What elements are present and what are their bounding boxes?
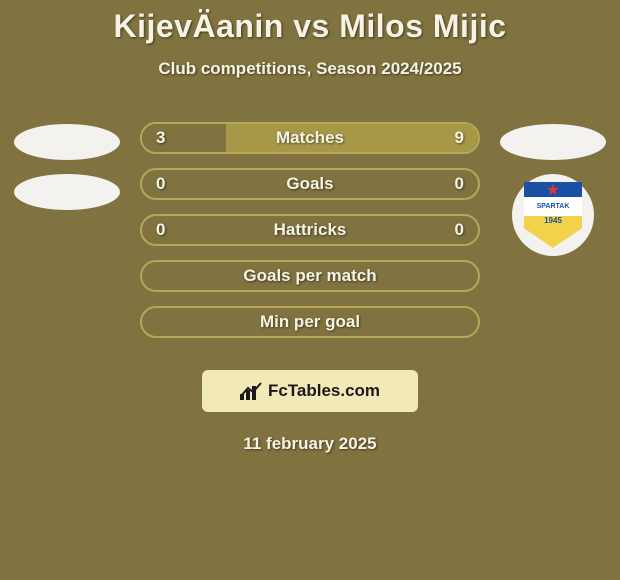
spartak-shield-icon: ★ SPARTAK 1945 <box>524 182 582 248</box>
footer-area: FcTables.com 11 february 2025 <box>0 352 620 454</box>
vs-label: vs <box>293 8 330 44</box>
fctables-text: FcTables.com <box>268 381 380 401</box>
bar-row: Min per goal <box>140 306 480 338</box>
comparison-bars: 39Matches 00Goals 00Hattricks Goals per mat… <box>140 122 480 352</box>
shield-bot: 1945 <box>524 216 582 248</box>
left-badges <box>12 118 122 224</box>
right-ellipse <box>500 124 606 160</box>
bar-row: 00Hattricks <box>140 214 480 246</box>
title: KijevÄanin vs Milos Mijic <box>0 8 620 45</box>
subtitle: Club competitions, Season 2024/2025 <box>0 59 620 79</box>
club-badge-circle: ★ SPARTAK 1945 <box>512 174 594 256</box>
bar-row: 39Matches <box>140 122 480 154</box>
fctables-chart-icon <box>240 382 262 400</box>
player2-name: Milos Mijic <box>339 8 506 44</box>
bar-row: Goals per match <box>140 260 480 292</box>
shield-text-bot: 1945 <box>544 216 562 225</box>
fctables-badge: FcTables.com <box>202 370 418 412</box>
left-ellipse-1 <box>14 124 120 160</box>
player1-name: KijevÄanin <box>113 8 283 44</box>
date-label: 11 february 2025 <box>0 434 620 454</box>
left-ellipse-2 <box>14 174 120 210</box>
bar-label: Goals <box>142 170 478 198</box>
bar-label: Hattricks <box>142 216 478 244</box>
right-badges: ★ SPARTAK 1945 <box>498 118 608 262</box>
infographic-container: KijevÄanin vs Milos Mijic Club competiti… <box>0 0 620 580</box>
bar-label: Min per goal <box>142 308 478 336</box>
shield-text-top: SPARTAK <box>537 203 570 210</box>
bar-row: 00Goals <box>140 168 480 200</box>
shield-mid: SPARTAK <box>524 197 582 217</box>
bar-label: Matches <box>142 124 478 152</box>
bar-label: Goals per match <box>142 262 478 290</box>
